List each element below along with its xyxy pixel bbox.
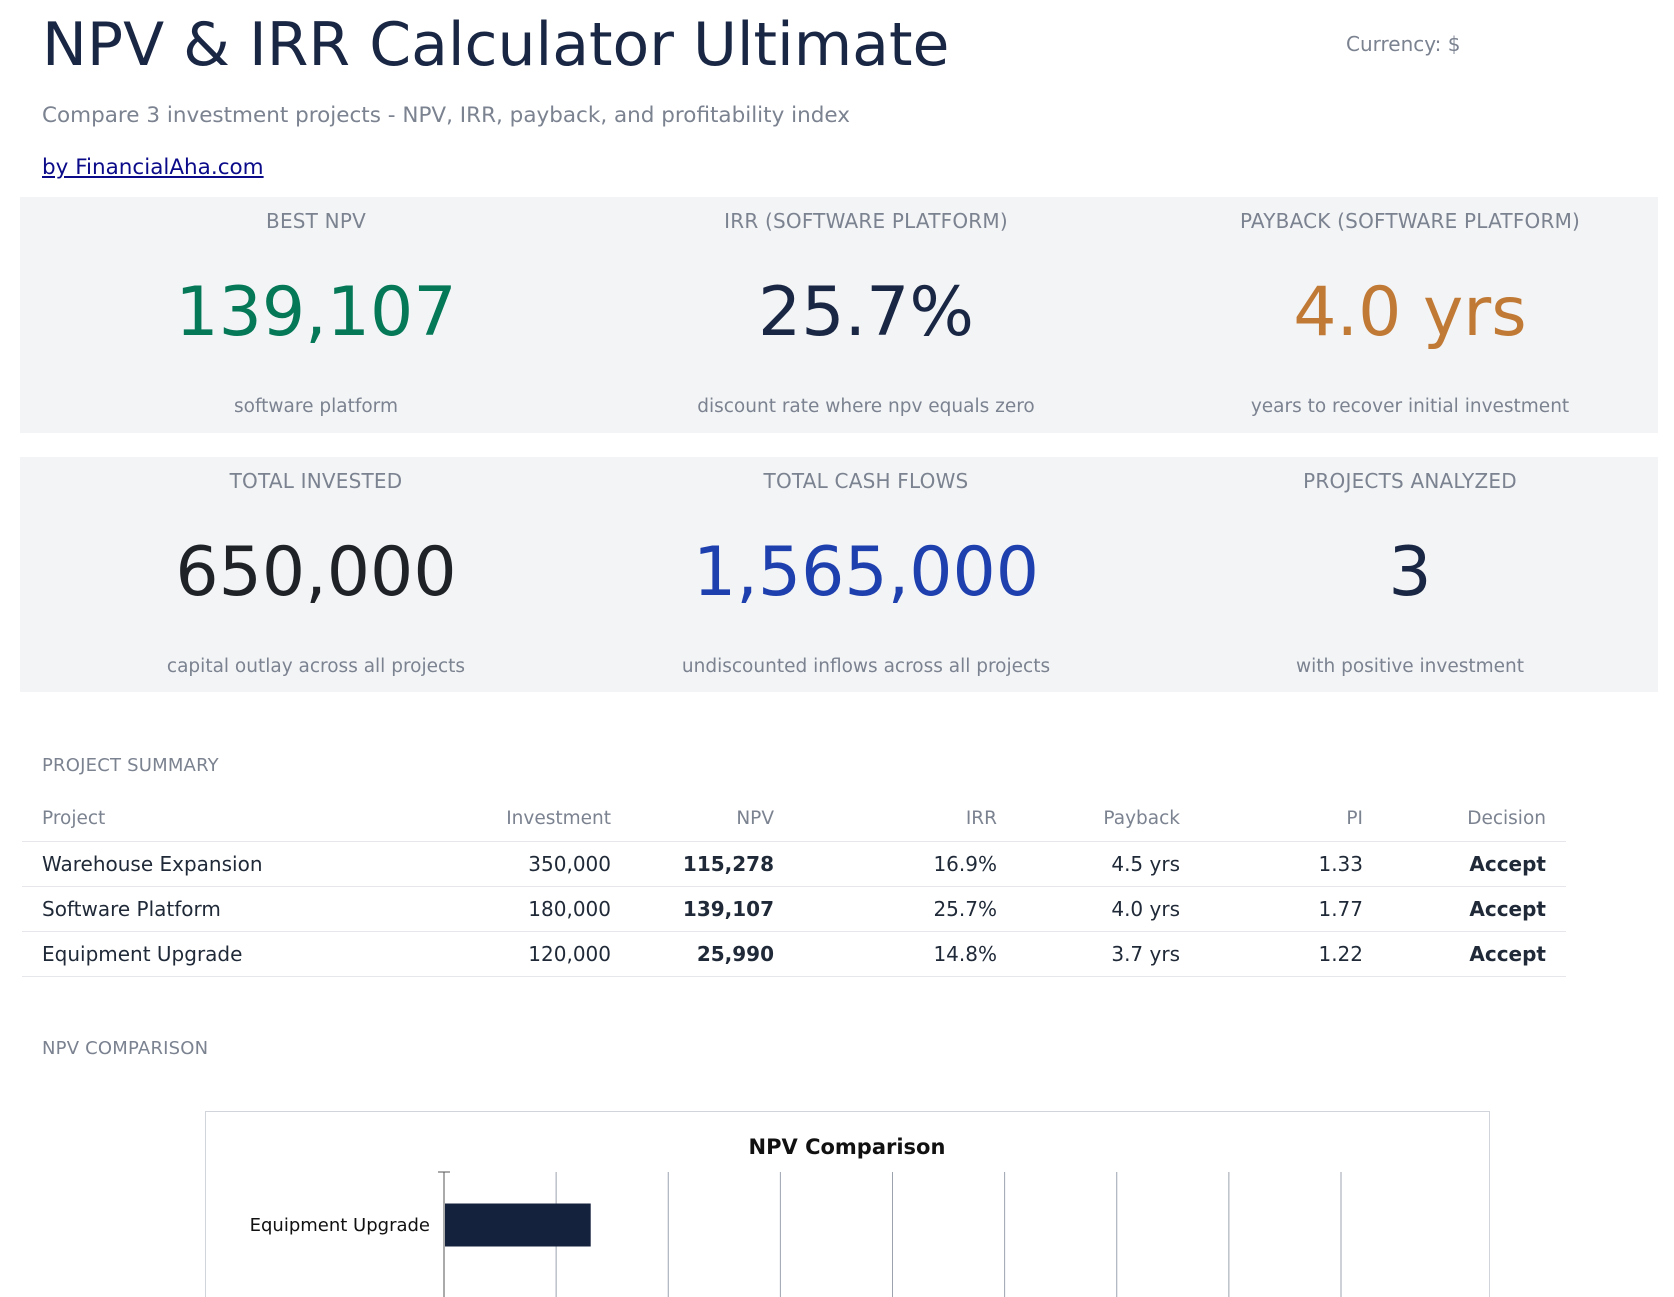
table-header-row: Project Investment NPV IRR Payback PI De…	[22, 795, 1566, 842]
kpi-value: 1,565,000	[692, 533, 1040, 612]
kpi-card-total-invested: TOTAL INVESTED 650,000 capital outlay ac…	[46, 457, 586, 692]
table-row: Software Platform 180,000 139,107 25.7% …	[22, 886, 1566, 932]
table-row: Warehouse Expansion 350,000 115,278 16.9…	[22, 841, 1566, 887]
cell-investment: 350,000	[462, 841, 611, 887]
chart-category-label: Equipment Upgrade	[250, 1215, 430, 1236]
kpi-card-irr: IRR (SOFTWARE PLATFORM) 25.7% discount r…	[596, 197, 1136, 433]
column-header-npv: NPV	[736, 807, 774, 829]
project-summary-heading: PROJECT SUMMARY	[42, 755, 219, 776]
chart-gridlines	[438, 1171, 1342, 1297]
cell-project: Warehouse Expansion	[22, 841, 462, 887]
kpi-subtext: capital outlay across all projects	[166, 656, 466, 677]
kpi-subtext: with positive investment	[1295, 656, 1525, 677]
currency-label: Currency: $	[1346, 32, 1461, 56]
cell-irr: 25.7%	[794, 886, 997, 932]
kpi-value: 25.7%	[757, 273, 975, 352]
kpi-label: PAYBACK (SOFTWARE PLATFORM)	[1239, 209, 1581, 233]
column-header-decision: Decision	[1467, 807, 1546, 829]
project-summary-table: Project Investment NPV IRR Payback PI De…	[22, 795, 1566, 977]
kpi-label: TOTAL INVESTED	[229, 469, 403, 493]
kpi-row-2: TOTAL INVESTED 650,000 capital outlay ac…	[20, 457, 1658, 692]
cell-decision: Accept	[1363, 886, 1566, 932]
cell-investment: 180,000	[462, 886, 611, 932]
npv-chart: NPV Comparison Equipment Upgrade	[205, 1111, 1490, 1297]
kpi-card-best-npv: BEST NPV 139,107 software platform	[46, 197, 586, 433]
kpi-label: TOTAL CASH FLOWS	[763, 469, 969, 493]
kpi-row-1: BEST NPV 139,107 software platform IRR (…	[20, 197, 1658, 433]
kpi-subtext: undiscounted inflows across all projects	[681, 656, 1051, 677]
chart-title: NPV Comparison	[749, 1135, 946, 1159]
kpi-subtext: software platform	[234, 396, 398, 417]
kpi-label: IRR (SOFTWARE PLATFORM)	[724, 209, 1008, 233]
cell-project: Equipment Upgrade	[22, 931, 462, 977]
cell-decision: Accept	[1363, 841, 1566, 887]
chart-bar	[445, 1203, 591, 1247]
kpi-value: 3	[1388, 533, 1432, 612]
kpi-subtext: years to recover initial investment	[1250, 396, 1570, 417]
page-title: NPV & IRR Calculator Ultimate	[42, 10, 950, 80]
cell-pi: 1.33	[1180, 841, 1363, 887]
column-header-pi: PI	[1346, 807, 1363, 829]
kpi-value: 4.0 yrs	[1293, 273, 1527, 352]
chart-bars	[445, 1203, 591, 1247]
kpi-card-total-cash-flows: TOTAL CASH FLOWS 1,565,000 undiscounted …	[596, 457, 1136, 692]
kpi-label: BEST NPV	[266, 209, 366, 233]
cell-irr: 14.8%	[794, 931, 997, 977]
chart-category-labels: Equipment Upgrade	[250, 1215, 430, 1236]
table-row: Equipment Upgrade 120,000 25,990 14.8% 3…	[22, 931, 1566, 977]
kpi-value: 650,000	[175, 533, 457, 612]
cell-payback: 4.5 yrs	[997, 841, 1180, 887]
kpi-label: PROJECTS ANALYZED	[1303, 469, 1517, 493]
byline-link[interactable]: by FinancialAha.com	[42, 155, 264, 180]
npv-chart-svg: NPV Comparison Equipment Upgrade	[250, 1135, 1342, 1297]
column-header-payback: Payback	[1103, 807, 1180, 829]
cell-decision: Accept	[1363, 931, 1566, 977]
cell-project: Software Platform	[22, 886, 462, 932]
column-header-investment: Investment	[506, 807, 611, 829]
cell-investment: 120,000	[462, 931, 611, 977]
npv-comparison-heading: NPV COMPARISON	[42, 1038, 209, 1059]
column-header-project: Project	[42, 807, 106, 829]
cell-npv: 139,107	[611, 886, 794, 932]
cell-pi: 1.77	[1180, 886, 1363, 932]
kpi-subtext: discount rate where npv equals zero	[697, 396, 1035, 417]
cell-npv: 115,278	[611, 841, 794, 887]
cell-irr: 16.9%	[794, 841, 997, 887]
kpi-card-projects-analyzed: PROJECTS ANALYZED 3 with positive invest…	[1140, 457, 1674, 692]
cell-npv: 25,990	[611, 931, 794, 977]
page-subtitle: Compare 3 investment projects - NPV, IRR…	[42, 103, 850, 128]
cell-payback: 3.7 yrs	[997, 931, 1180, 977]
cell-payback: 4.0 yrs	[997, 886, 1180, 932]
column-header-irr: IRR	[965, 807, 997, 829]
kpi-value: 139,107	[175, 273, 457, 352]
kpi-card-payback: PAYBACK (SOFTWARE PLATFORM) 4.0 yrs year…	[1140, 197, 1674, 433]
cell-pi: 1.22	[1180, 931, 1363, 977]
